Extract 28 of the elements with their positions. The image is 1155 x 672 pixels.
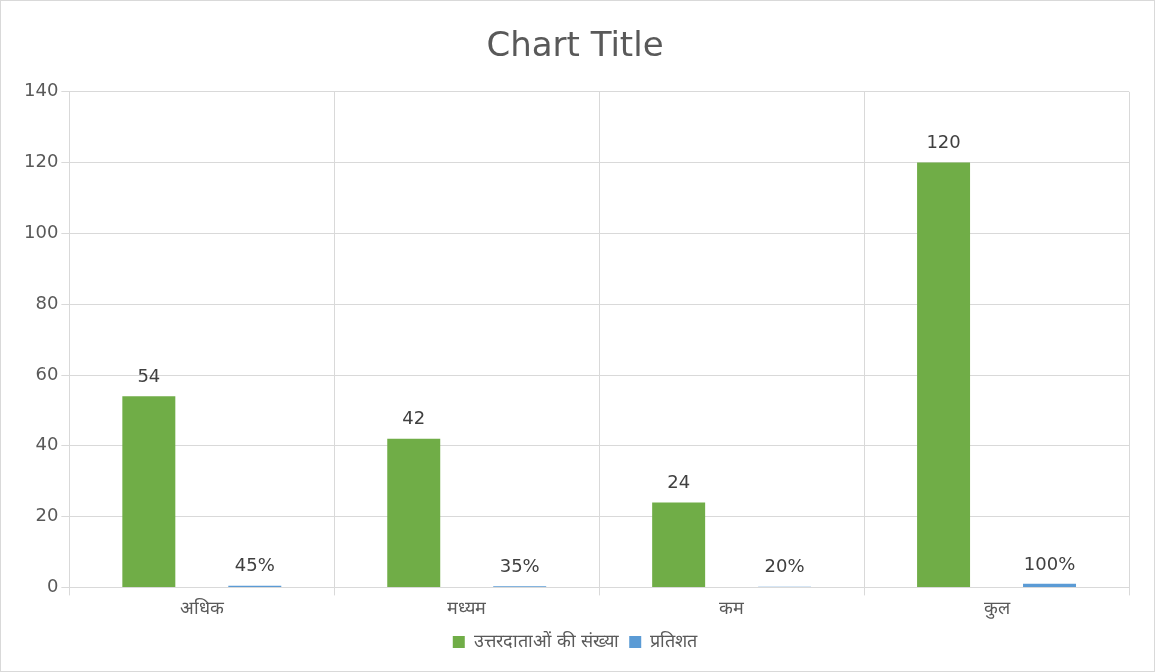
data-label: 120 <box>926 131 961 153</box>
chart-title: Chart Title <box>486 24 664 65</box>
y-tick-label: 80 <box>35 291 59 313</box>
data-label: 54 <box>137 364 161 386</box>
data-label: 20% <box>764 555 805 577</box>
x-tick-label: कम <box>719 596 746 618</box>
data-label: 100% <box>1023 552 1076 574</box>
y-tick-label: 20 <box>35 504 59 526</box>
data-label: 45% <box>234 554 275 576</box>
data-label: 24 <box>667 471 691 493</box>
x-tick-label: मध्यम <box>447 596 488 618</box>
legend-label: उत्तरदाताओं की संख्या <box>473 629 620 651</box>
bar <box>1023 583 1077 587</box>
x-tick-label: कुल <box>983 596 1011 619</box>
bar <box>652 502 706 587</box>
y-tick-label: 120 <box>24 150 59 172</box>
bar <box>917 162 971 587</box>
y-tick-label: 140 <box>24 79 59 101</box>
bar <box>122 396 176 587</box>
bar <box>387 438 441 587</box>
data-label: 42 <box>402 407 426 429</box>
y-tick-label: 0 <box>46 575 59 597</box>
y-tick-label: 60 <box>35 362 59 384</box>
data-label: 35% <box>499 554 540 576</box>
x-tick-label: अधिक <box>179 596 225 618</box>
legend-label: प्रतिशत <box>650 629 699 651</box>
y-tick-label: 40 <box>35 433 59 455</box>
y-tick-label: 100 <box>24 221 59 243</box>
